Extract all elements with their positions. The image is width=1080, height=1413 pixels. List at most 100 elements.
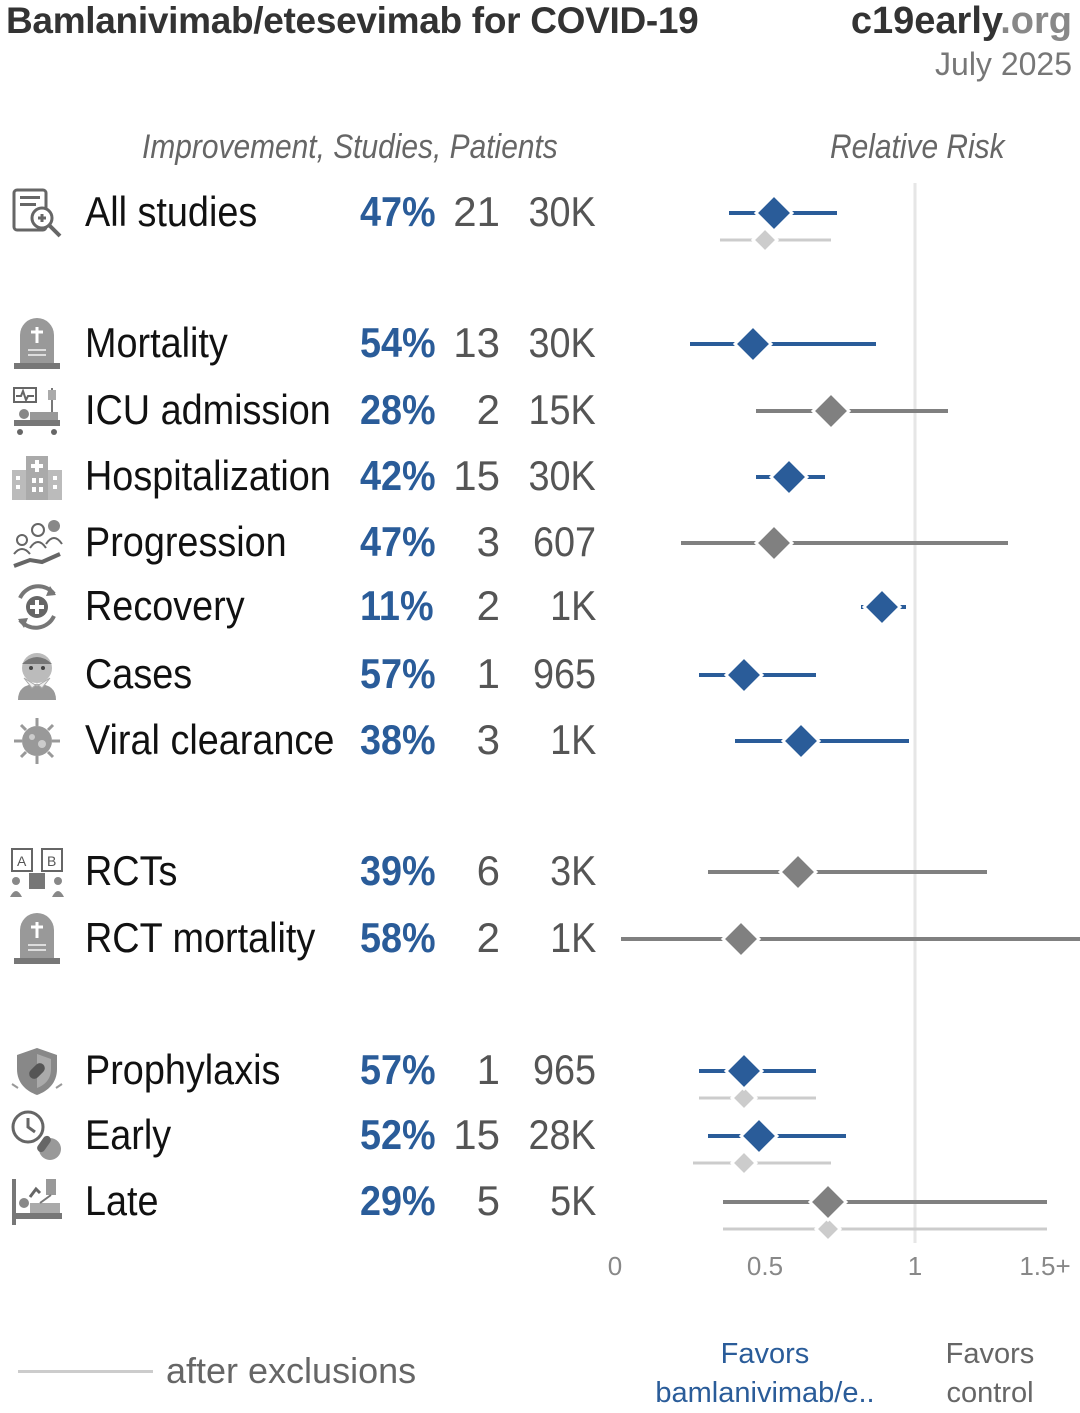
favors-control-label: Favors control xyxy=(920,1335,1060,1413)
studies-count: 15 xyxy=(453,452,500,499)
x-tick-label: 0.5 xyxy=(747,1251,783,1281)
tombstone-icon xyxy=(10,912,64,966)
patients-count: 30K xyxy=(528,319,596,366)
relative-risk-header: Relative Risk xyxy=(830,128,1005,166)
outcome-row[interactable]: Progression 47% 3 607 xyxy=(0,514,600,570)
outcome-label: Prophylaxis xyxy=(85,1046,281,1093)
outcome-row[interactable]: Mortality 54% 13 30K xyxy=(0,315,600,371)
outcome-label: Late xyxy=(85,1177,159,1224)
outcome-label: Viral clearance xyxy=(85,716,335,763)
outcome-label: Early xyxy=(85,1111,172,1158)
estimate-marker xyxy=(720,918,762,960)
outcome-label: ICU admission xyxy=(85,386,331,433)
progression-icon xyxy=(10,516,64,570)
favors-control-line1: Favors xyxy=(945,1338,1035,1370)
outcome-row[interactable]: Recovery 11% 2 1K xyxy=(0,578,600,634)
outcome-label: RCTs xyxy=(85,847,178,894)
patients-count: 965 xyxy=(532,1046,596,1093)
favors-treatment-line1: Favors xyxy=(720,1338,810,1370)
favors-control-line2: control xyxy=(946,1377,1034,1409)
publication-date: July 2025 xyxy=(935,46,1072,82)
after-exclusions-legend-label: after exclusions xyxy=(166,1350,417,1391)
patients-count: 30K xyxy=(528,452,596,499)
sick-person-icon xyxy=(10,648,64,702)
studies-count: 15 xyxy=(453,1111,500,1158)
tombstone-icon xyxy=(10,317,64,371)
patients-count: 965 xyxy=(532,650,596,697)
improvement-value: 54% xyxy=(360,319,436,366)
studies-count: 2 xyxy=(476,914,500,961)
estimate-marker xyxy=(738,1115,780,1157)
improvement-value: 58% xyxy=(360,914,436,961)
x-tick-label: 1 xyxy=(908,1251,922,1281)
forest-marks xyxy=(621,192,1080,1244)
studies-count: 6 xyxy=(476,847,500,894)
estimate-marker xyxy=(723,1050,765,1092)
svg-text:B: B xyxy=(47,853,56,869)
x-tick-label: 1.5+ xyxy=(1019,1251,1070,1281)
improvement-value: 57% xyxy=(360,650,436,697)
studies-count: 2 xyxy=(476,386,500,433)
outcome-row[interactable]: Late 29% 5 5K xyxy=(0,1173,600,1229)
outcome-row[interactable]: Hospitalization 42% 15 30K xyxy=(0,448,600,504)
estimate-marker xyxy=(768,456,810,498)
patients-count: 1K xyxy=(549,914,596,961)
improvement-value: 57% xyxy=(360,1046,436,1093)
patients-count: 5K xyxy=(549,1177,596,1224)
studies-count: 13 xyxy=(453,319,500,366)
outcome-row[interactable]: Viral clearance 38% 3 1K xyxy=(0,712,600,768)
estimate-marker xyxy=(780,720,822,762)
outcome-label: RCT mortality xyxy=(85,914,316,961)
estimate-marker xyxy=(732,323,774,365)
studies-count: 3 xyxy=(476,716,500,763)
outcome-row[interactable]: Cases 57% 1 965 xyxy=(0,646,600,702)
x-axis-ticks: 0 0.5 1 1.5+ xyxy=(608,1251,1071,1281)
estimate-marker xyxy=(723,654,765,696)
favors-treatment-line2: bamlanivimab/e.. xyxy=(655,1377,875,1409)
icu-bed-icon xyxy=(10,384,64,438)
estimate-marker xyxy=(753,522,795,564)
hospital-icon xyxy=(10,450,64,504)
patients-count: 607 xyxy=(532,518,596,565)
studies-count: 1 xyxy=(476,650,500,697)
after-exclusions-legend-line xyxy=(18,1370,153,1373)
patient-bed-icon xyxy=(10,1175,64,1229)
studies-count: 1 xyxy=(476,1046,500,1093)
outcome-row[interactable]: Prophylaxis 57% 1 965 xyxy=(0,1042,600,1098)
patients-count: 28K xyxy=(528,1111,596,1158)
outcome-label: Recovery xyxy=(85,582,245,629)
outcome-label: Mortality xyxy=(85,319,228,366)
improvement-value: 28% xyxy=(360,386,436,433)
improvement-value: 38% xyxy=(360,716,436,763)
clock-icon xyxy=(10,1109,64,1163)
clipboard-search-icon xyxy=(10,186,64,240)
site-tld: .org xyxy=(1000,0,1072,42)
chart-title: Bamlanivimab/etesevimab for COVID-19 xyxy=(6,0,699,41)
studies-count: 3 xyxy=(476,518,500,565)
outcome-row[interactable]: RCT mortality 58% 2 1K xyxy=(0,910,600,966)
studies-count: 21 xyxy=(453,188,500,235)
studies-count: 5 xyxy=(476,1177,500,1224)
exclusions-estimate-marker xyxy=(729,1083,759,1113)
outcome-row[interactable]: ICU admission 28% 2 15K xyxy=(0,382,600,438)
site-logo[interactable]: c19early.org xyxy=(851,0,1072,43)
outcome-row[interactable]: All studies 47% 21 30K xyxy=(0,184,600,240)
outcome-row[interactable]: A B RCTs 39% 6 3K xyxy=(0,843,600,899)
patients-count: 1K xyxy=(549,716,596,763)
virus-icon xyxy=(10,714,64,768)
improvement-value: 11% xyxy=(360,582,434,629)
exclusions-estimate-marker xyxy=(813,1214,843,1244)
patients-count: 1K xyxy=(549,582,596,629)
favors-treatment-label: Favors bamlanivimab/e.. xyxy=(640,1335,890,1413)
exclusions-estimate-marker xyxy=(750,225,780,255)
studies-count: 2 xyxy=(476,582,500,629)
outcome-label: All studies xyxy=(85,188,258,235)
outcome-row[interactable]: Early 52% 15 28K xyxy=(0,1107,600,1163)
outcome-label: Cases xyxy=(85,650,193,697)
improvement-value: 47% xyxy=(360,188,436,235)
left-columns-header: Improvement, Studies, Patients xyxy=(142,128,558,166)
outcome-label: Progression xyxy=(85,518,287,565)
shield-icon xyxy=(10,1044,64,1098)
